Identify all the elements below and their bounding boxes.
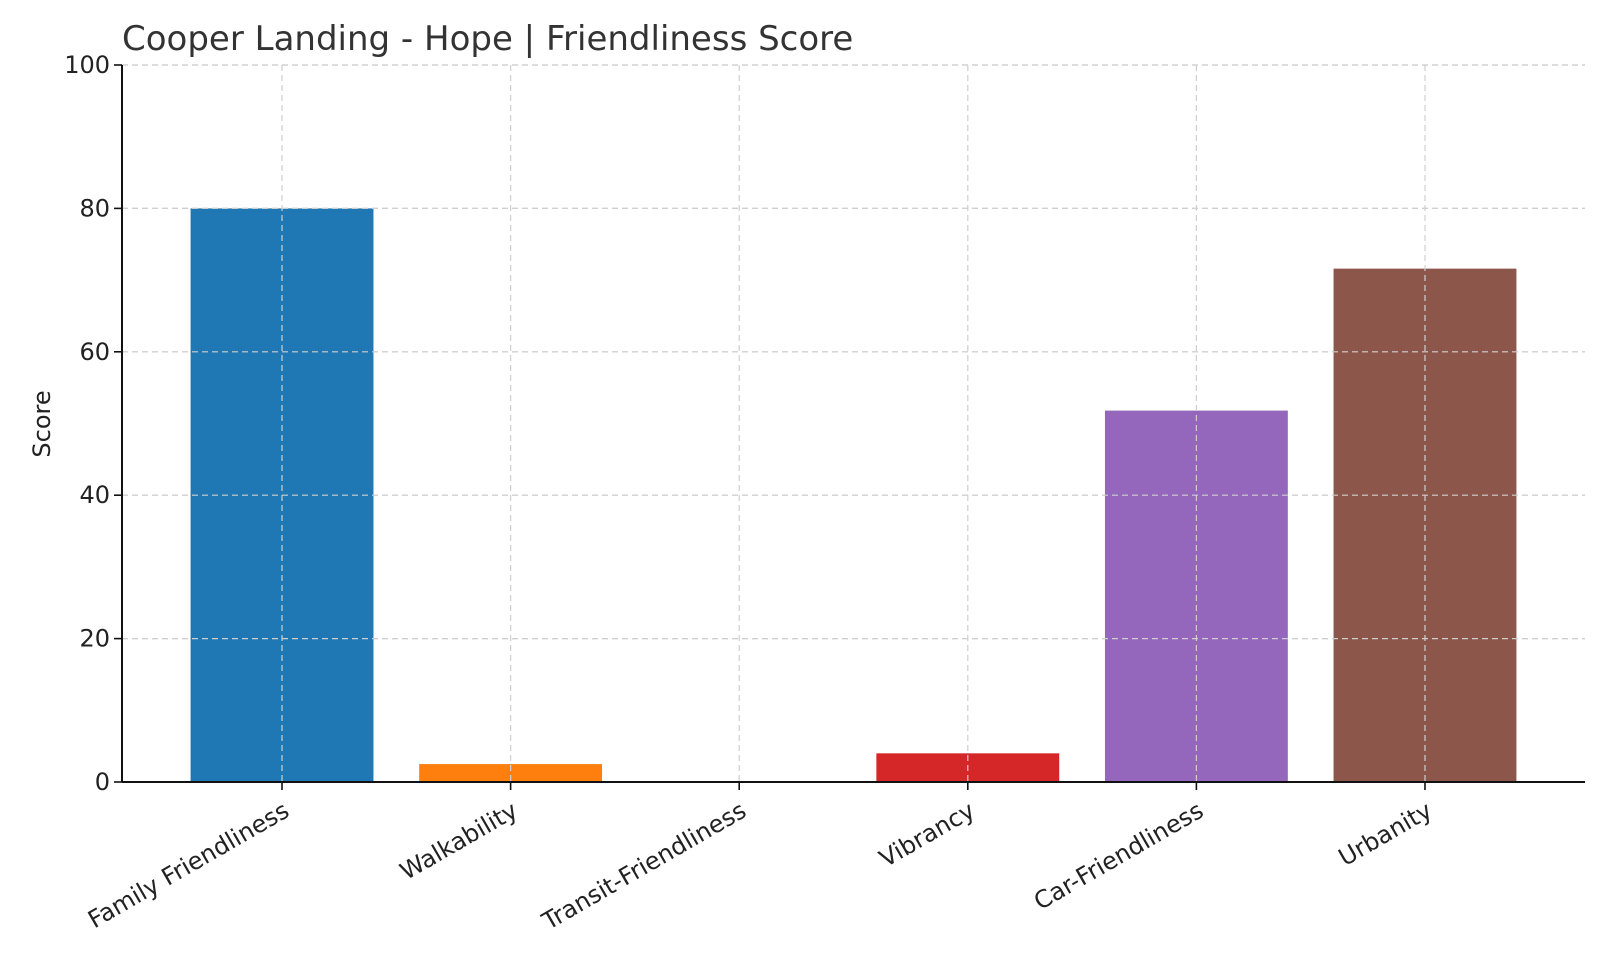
x-tick-label: Transit-Friendliness (537, 796, 751, 936)
x-tick-label: Vibrancy (875, 796, 980, 873)
x-tick-label: Family Friendliness (83, 796, 294, 934)
axes (121, 65, 1585, 783)
bar-walkability (419, 764, 603, 782)
x-tick-label: Car-Friendliness (1029, 796, 1208, 916)
y-tick-label: 0 (95, 768, 110, 796)
y-axis-label: Score (28, 390, 56, 457)
x-tick-label: Urbanity (1334, 796, 1437, 872)
y-tick-label: 100 (64, 51, 110, 79)
y-ticks: 0 20 40 60 80 100 (64, 51, 122, 796)
x-tick-label: Walkability (395, 796, 522, 886)
y-tick-label: 40 (79, 481, 110, 509)
y-tick-label: 80 (79, 194, 110, 222)
y-tick-label: 20 (79, 625, 110, 653)
chart-title: Cooper Landing - Hope | Friendliness Sco… (122, 19, 853, 59)
x-ticks: Family Friendliness Walkability Transit-Fr… (83, 782, 1437, 936)
y-tick-label: 60 (79, 338, 110, 366)
